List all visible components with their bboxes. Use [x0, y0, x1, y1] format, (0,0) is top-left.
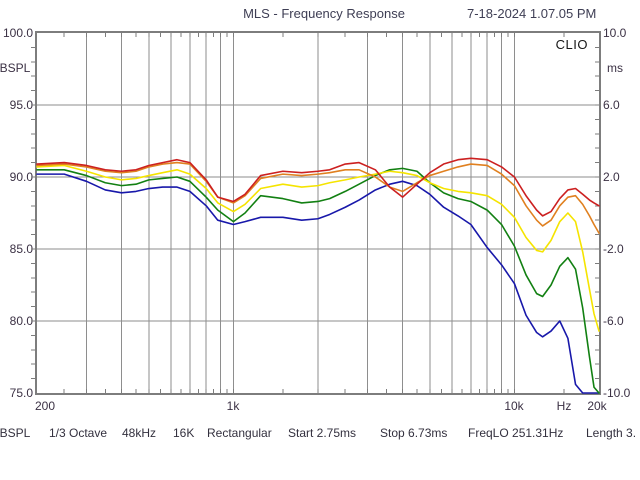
- y-axis-unit-dbspl: dBSPL: [0, 61, 31, 75]
- y-tick-label: 100.0: [2, 26, 33, 40]
- x-tick-label-200: 200: [34, 399, 56, 413]
- y-tick-label: 85.0: [9, 242, 33, 256]
- x-tick-label-1k: 1k: [226, 399, 240, 413]
- x-axis-unit-hz: Hz: [556, 399, 572, 413]
- status-start-time: Start 2.75ms: [288, 426, 357, 440]
- y-tick-label: 80.0: [9, 314, 33, 328]
- status-freq-lo: FreqLO 251.31Hz: [468, 426, 564, 440]
- x-tick-label-20k: 20k: [587, 399, 607, 413]
- status-length: Length 3.: [586, 426, 637, 440]
- plot-area[interactable]: CLIO: [31, 31, 601, 395]
- status-bar: dBSPL 1/3 Octave 48kHz 16K Rectangular S…: [0, 426, 640, 442]
- y2-tick-label: -6.0: [603, 314, 624, 328]
- y-tick-label: 90.0: [9, 170, 33, 184]
- y2-tick-label: 6.0: [603, 98, 620, 112]
- status-smoothing: 1/3 Octave: [49, 426, 108, 440]
- y-tick-label: 95.0: [9, 98, 33, 112]
- status-stop-time: Stop 6.73ms: [380, 426, 448, 440]
- curve-red: [36, 157, 600, 217]
- status-samplerate: 48kHz: [122, 426, 157, 440]
- measurement-datetime: 7-18-2024 1.07.05 PM: [467, 6, 597, 21]
- curve-green: [36, 167, 600, 394]
- y2-tick-label: -2.0: [603, 242, 624, 256]
- status-size: 16K: [173, 426, 195, 440]
- y2-axis-unit-ms: ms: [607, 61, 623, 75]
- frequency-response-chart[interactable]: [31, 33, 600, 394]
- y2-tick-label: 10.0: [603, 26, 627, 40]
- curve-blue: [36, 173, 600, 394]
- curve-orange: [36, 161, 600, 234]
- clio-logo: CLIO: [555, 37, 588, 52]
- status-y-unit: dBSPL: [0, 426, 31, 440]
- status-window: Rectangular: [207, 426, 272, 440]
- y2-tick-label: -10.0: [603, 386, 631, 400]
- y2-tick-label: 2.0: [603, 170, 620, 184]
- curve-yellow: [36, 164, 600, 332]
- grid: [31, 33, 599, 393]
- page-title: MLS - Frequency Response: [243, 6, 405, 21]
- y-tick-label: 75.0: [9, 386, 33, 400]
- x-tick-label-10k: 10k: [504, 399, 524, 413]
